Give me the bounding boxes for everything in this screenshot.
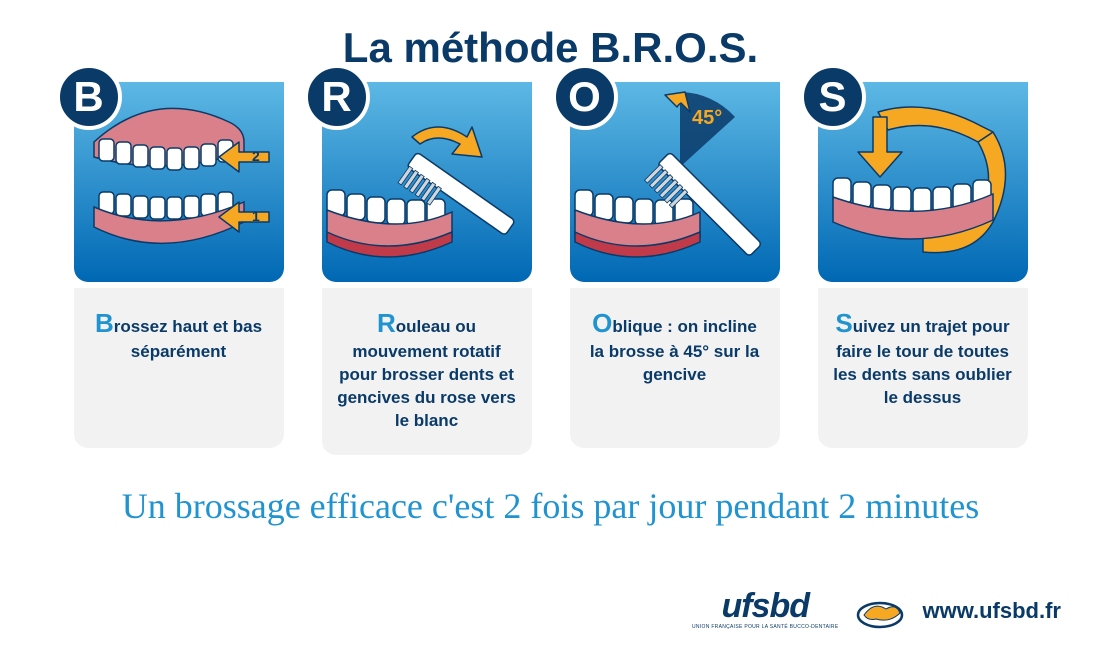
logo-subtext: UNION FRANÇAISE POUR LA SANTÉ BUCCO-DENT… xyxy=(692,624,838,630)
logo-bird-icon xyxy=(856,593,904,629)
footer-url: www.ufsbd.fr xyxy=(922,598,1061,624)
card-b: B xyxy=(74,82,284,455)
card-s: S xyxy=(818,82,1028,455)
desc-o: Oblique : on incline la brosse à 45° sur… xyxy=(570,288,780,448)
badge-s: S xyxy=(800,64,866,130)
tagline: Un brossage efficace c'est 2 fois par jo… xyxy=(0,485,1101,527)
arrow-label-2: 2 xyxy=(252,148,260,164)
footer: ufsbd UNION FRANÇAISE POUR LA SANTÉ BUCC… xyxy=(692,591,1061,630)
badge-b: B xyxy=(56,64,122,130)
card-r: R xyxy=(322,82,532,455)
desc-s: Suivez un trajet pour faire le tour de t… xyxy=(818,288,1028,448)
page-title: La méthode B.R.O.S. xyxy=(0,0,1101,82)
logo-ufsbd: ufsbd UNION FRANÇAISE POUR LA SANTÉ BUCC… xyxy=(692,591,838,630)
card-o: O 45° xyxy=(570,82,780,455)
desc-b: Brossez haut et bas séparément xyxy=(74,288,284,448)
cards-row: B xyxy=(0,82,1101,455)
badge-r: R xyxy=(304,64,370,130)
desc-r: Rouleau ou mouvement rotatif pour brosse… xyxy=(322,288,532,455)
angle-label: 45° xyxy=(692,107,722,129)
badge-o: O xyxy=(552,64,618,130)
logo-text: ufsbd xyxy=(721,591,809,622)
arrow-label-1: 1 xyxy=(252,208,260,224)
